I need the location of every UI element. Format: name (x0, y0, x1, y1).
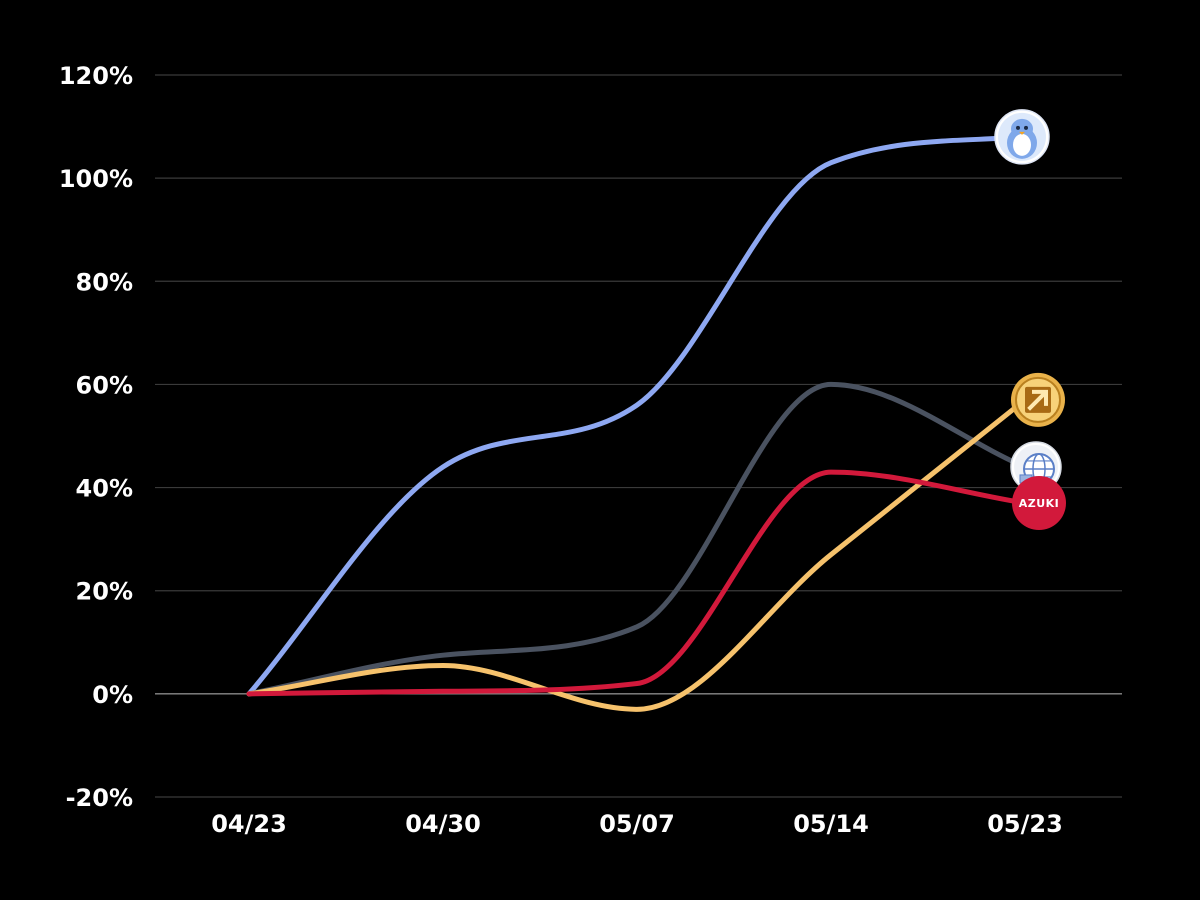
penguin-icon (994, 109, 1050, 165)
y-tick-label: 40% (76, 475, 133, 503)
series-lines (246, 134, 1028, 712)
x-tick-label: 04/30 (405, 810, 481, 838)
y-tick-label: 20% (76, 578, 133, 606)
series-line-blue (246, 134, 1028, 697)
x-tick-label: 05/14 (793, 810, 869, 838)
x-axis-tick-labels: 04/23 04/30 05/07 05/14 05/23 (211, 810, 1063, 838)
y-tick-label: 80% (76, 268, 133, 296)
series-line-gold (246, 397, 1028, 712)
series-line-gray (246, 381, 1028, 697)
x-tick-label: 05/23 (987, 810, 1063, 838)
azuki-badge-label: AZUKI (1019, 497, 1060, 510)
series-end-badges: AZUKI (994, 109, 1066, 531)
arrow-up-right-icon (1011, 372, 1065, 427)
y-tick-label: 60% (76, 371, 133, 399)
y-tick-label: 120% (59, 62, 133, 90)
x-tick-label: 05/07 (599, 810, 675, 838)
y-tick-label: 0% (92, 681, 133, 709)
y-tick-label: 100% (59, 165, 133, 193)
x-tick-label: 04/23 (211, 810, 287, 838)
azuki-logo-icon: AZUKI (1012, 476, 1066, 531)
series-line-red (246, 469, 1028, 697)
y-axis-tick-labels: -20% 0% 20% 40% 60% 80% 100% 120% (59, 62, 133, 812)
y-tick-label: -20% (66, 784, 133, 812)
